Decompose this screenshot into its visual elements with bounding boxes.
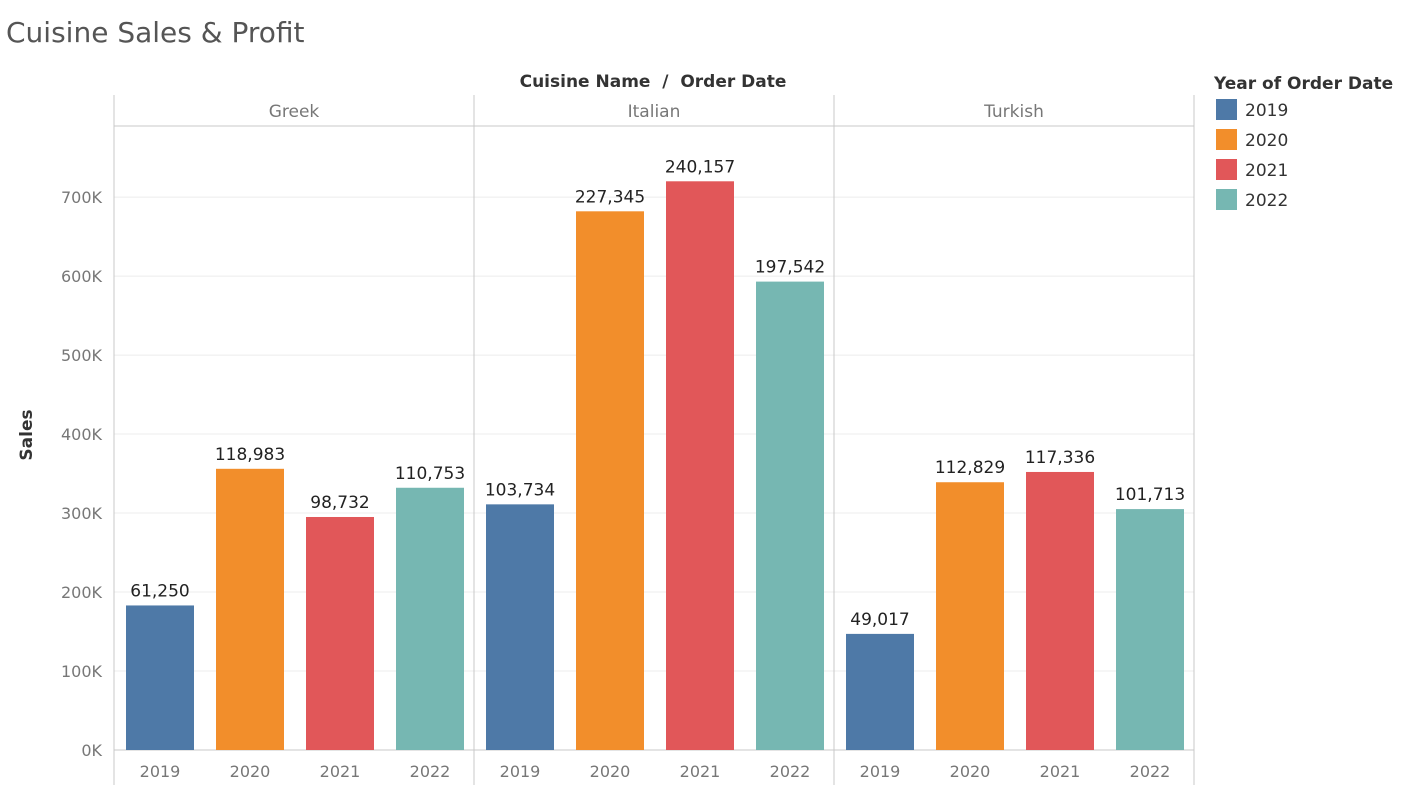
x-tick-label: 2019 bbox=[500, 762, 541, 781]
bar-turkish-2019 bbox=[846, 633, 914, 750]
y-tick-label: 100K bbox=[61, 662, 103, 681]
x-tick-label: 2020 bbox=[230, 762, 271, 781]
bar-value-label: 197,542 bbox=[755, 258, 825, 278]
legend-item-2022: 2022 bbox=[1245, 191, 1288, 211]
bar-value-label: 117,336 bbox=[1025, 448, 1095, 468]
y-axis-ticks: 0K 100K 200K 300K 400K 500K 600K 700K bbox=[61, 188, 103, 760]
legend: 2019 2020 2021 2022 bbox=[1216, 99, 1288, 211]
y-axis-title: Sales bbox=[17, 409, 37, 460]
bar-greek-2022 bbox=[396, 487, 464, 750]
bar-italian-2020 bbox=[576, 211, 644, 750]
y-tick-label: 600K bbox=[61, 267, 103, 286]
x-tick-label: 2022 bbox=[770, 762, 811, 781]
bar-greek-2020 bbox=[216, 468, 284, 750]
x-tick-label: 2019 bbox=[140, 762, 181, 781]
bar-value-label: 118,983 bbox=[215, 445, 285, 465]
bar-italian-2019 bbox=[486, 504, 554, 750]
bar-turkish-2020 bbox=[936, 482, 1004, 750]
legend-swatch-2022 bbox=[1216, 189, 1237, 210]
x-axis-ticks: 2019 2020 2021 2022 2019 2020 2021 2022 2019 2020… bbox=[140, 762, 1171, 781]
panel-headers: Greek Italian Turkish bbox=[269, 102, 1044, 122]
legend-swatch-2019 bbox=[1216, 99, 1237, 120]
legend-swatch-2020 bbox=[1216, 129, 1237, 150]
legend-item-2020: 2020 bbox=[1245, 131, 1288, 151]
bar-value-label: 61,250 bbox=[130, 581, 189, 601]
panel-header-greek: Greek bbox=[269, 102, 320, 122]
y-tick-label: 700K bbox=[61, 188, 103, 207]
chart-title: Cuisine Sales & Profit bbox=[6, 16, 305, 49]
y-tick-label: 500K bbox=[61, 346, 103, 365]
bar-value-label: 101,713 bbox=[1115, 485, 1185, 505]
y-tick-label: 400K bbox=[61, 425, 103, 444]
x-tick-label: 2022 bbox=[1130, 762, 1171, 781]
y-tick-label: 0K bbox=[81, 741, 102, 760]
panel-frames bbox=[113, 95, 1195, 785]
legend-title: Year of Order Date bbox=[1213, 74, 1393, 94]
bar-turkish-2022 bbox=[1116, 509, 1184, 750]
bar-italian-2021 bbox=[666, 181, 734, 750]
x-tick-label: 2020 bbox=[950, 762, 991, 781]
legend-item-2021: 2021 bbox=[1245, 161, 1288, 181]
panel-header-italian: Italian bbox=[628, 102, 681, 122]
x-tick-label: 2021 bbox=[1040, 762, 1081, 781]
y-tick-label: 200K bbox=[61, 583, 103, 602]
x-tick-label: 2021 bbox=[680, 762, 721, 781]
column-header-label: Cuisine Name / Order Date bbox=[520, 72, 787, 92]
bar-italian-2022 bbox=[756, 281, 824, 750]
bar-value-label: 110,753 bbox=[395, 464, 465, 484]
legend-swatch-2021 bbox=[1216, 159, 1237, 180]
x-tick-label: 2021 bbox=[320, 762, 361, 781]
bar-value-label: 98,732 bbox=[310, 493, 369, 513]
panel-header-turkish: Turkish bbox=[983, 102, 1044, 122]
x-tick-label: 2019 bbox=[860, 762, 901, 781]
bar-value-label: 49,017 bbox=[850, 610, 909, 630]
bar-value-label: 240,157 bbox=[665, 157, 735, 177]
bar-value-label: 112,829 bbox=[935, 458, 1005, 478]
bar-value-label: 103,734 bbox=[485, 480, 555, 500]
bar-greek-2021 bbox=[306, 516, 374, 750]
gridlines bbox=[114, 196, 1194, 672]
x-tick-label: 2022 bbox=[410, 762, 451, 781]
bar-greek-2019 bbox=[126, 605, 194, 750]
bar-turkish-2021 bbox=[1026, 471, 1094, 750]
x-tick-label: 2020 bbox=[590, 762, 631, 781]
legend-item-2019: 2019 bbox=[1245, 101, 1288, 121]
bars: 61,250 118,983 98,732 110,753 103,734 227,345… bbox=[126, 157, 1185, 750]
bar-value-label: 227,345 bbox=[575, 187, 645, 207]
y-tick-label: 300K bbox=[61, 504, 103, 523]
